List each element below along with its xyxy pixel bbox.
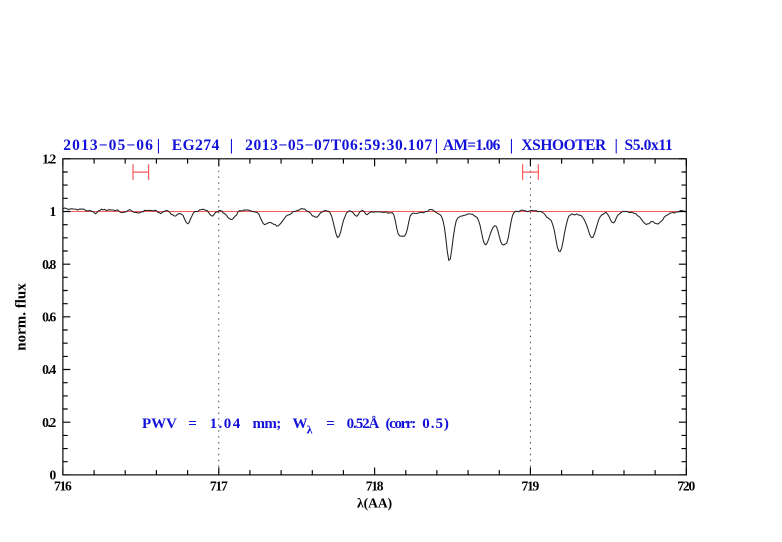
- svg-text:PWV: PWV: [142, 416, 177, 432]
- svg-text:0.2: 0.2: [42, 415, 56, 430]
- svg-text:norm. flux: norm. flux: [14, 283, 30, 351]
- svg-text:AM=1.06: AM=1.06: [443, 137, 501, 154]
- svg-text:mm;: mm;: [253, 416, 282, 432]
- svg-text:1: 1: [50, 204, 57, 219]
- svg-text:716: 716: [54, 478, 72, 493]
- svg-text:λ: λ: [307, 423, 313, 437]
- svg-text:717: 717: [210, 478, 228, 493]
- svg-text:W: W: [293, 416, 308, 432]
- svg-text:0: 0: [50, 468, 57, 483]
- svg-text:XSHOOTER: XSHOOTER: [521, 137, 607, 154]
- svg-text:=: =: [326, 416, 335, 432]
- svg-text:=: =: [188, 416, 197, 432]
- svg-text:1.2: 1.2: [42, 151, 56, 166]
- svg-text:0.52Å: 0.52Å: [347, 416, 380, 432]
- svg-text:(corr:: (corr:: [386, 416, 417, 432]
- svg-text:1.04: 1.04: [210, 416, 241, 432]
- svg-text:EG274: EG274: [172, 137, 220, 154]
- svg-text:|: |: [614, 137, 617, 154]
- svg-text:λ(AA): λ(AA): [357, 496, 392, 511]
- svg-text:718: 718: [366, 478, 384, 493]
- svg-text:720: 720: [677, 478, 695, 493]
- svg-text:|: |: [510, 137, 513, 154]
- svg-text:2013−05−07T06:59:30.107: 2013−05−07T06:59:30.107: [245, 137, 432, 154]
- svg-text:S5.0x11: S5.0x11: [625, 137, 673, 154]
- svg-text:|: |: [435, 137, 438, 154]
- svg-text:0.5): 0.5): [422, 416, 449, 432]
- svg-text:0.4: 0.4: [42, 362, 56, 377]
- svg-text:0.8: 0.8: [42, 257, 56, 272]
- svg-text:2013−05−06: 2013−05−06: [63, 137, 153, 154]
- svg-text:|: |: [230, 137, 233, 154]
- svg-text:|: |: [157, 137, 160, 154]
- svg-text:0.6: 0.6: [42, 310, 56, 325]
- svg-text:719: 719: [522, 478, 540, 493]
